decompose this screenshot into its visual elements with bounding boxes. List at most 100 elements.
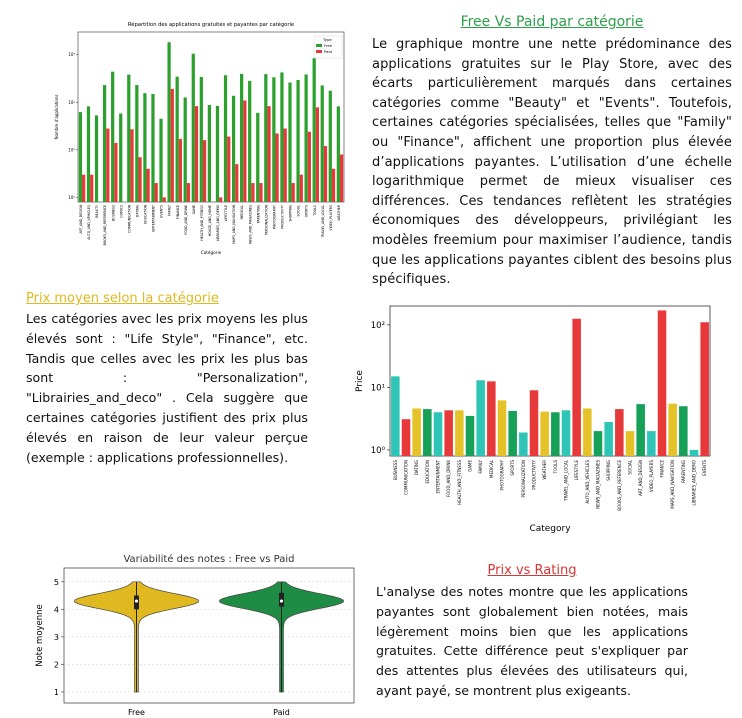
chart1-bar-free — [288, 82, 292, 202]
chart1-bar-paid — [146, 168, 150, 202]
chart2-xtick-label: FINANCE — [660, 460, 665, 478]
chart2-xtick-label: VIDEO_PLAYERS — [649, 460, 654, 493]
chart2-ytick-label: 10⁰ — [371, 446, 386, 456]
section1-paragraph: Le graphique montre une nette prédominan… — [372, 37, 732, 288]
chart1-bar-paid — [154, 183, 158, 202]
chart2-bar — [412, 408, 421, 456]
chart2-xtick-label: LIFESTYLE — [574, 460, 579, 481]
chart1-xtick-label: SPORTS — [305, 205, 309, 217]
chart2-xtick-label: BOOKS_AND_REFERENCE — [617, 460, 622, 511]
chart2-bar — [487, 381, 496, 456]
chart1-bar-free — [127, 74, 131, 202]
chart1-xtick-label: HEALTH_AND_FITNESS — [200, 205, 204, 241]
chart2-bar — [593, 431, 603, 456]
chart1-xtick-label: BOOKS_AND_REFERENCE — [103, 205, 107, 245]
chart1-bar-paid — [90, 174, 94, 202]
chart1-xtick-label: AUTO_AND_VEHICLES — [87, 205, 91, 240]
chart1-bar-free — [102, 85, 107, 202]
chart1-title: Répartition des applications gratuites e… — [128, 21, 294, 28]
chart2-bar — [476, 380, 485, 456]
chart2-xtick-label: PHOTOGRAPHY — [500, 459, 505, 490]
chart1-xtick-label: DATING — [135, 204, 139, 217]
chart1-xtick-label: MAPS_AND_NAVIGATION — [232, 204, 236, 243]
chart1-bar-free — [94, 115, 99, 202]
chart1-bar-paid — [267, 106, 271, 202]
chart1-bar-free — [312, 58, 316, 202]
price-chart: 10⁰ 10¹ 10² Price BUSINESS COMMUNICATION DATIN… — [355, 305, 711, 534]
chart2-bar — [572, 318, 581, 456]
chart2-bar — [700, 322, 709, 456]
chart1-bar-free — [264, 74, 268, 202]
chart1-bar-free — [111, 71, 115, 203]
chart2-bar — [679, 406, 688, 456]
chart1-bar-free — [296, 79, 300, 202]
chart2-xtick-label: MEDICAL — [489, 459, 494, 478]
chart1-xtick-label: SOCIAL — [297, 205, 301, 217]
chart3-ytick-label: 4 — [54, 605, 59, 614]
section3-paragraph: L'analyse des notes montre que les appli… — [376, 584, 688, 698]
chart3-ytick-label: 2 — [54, 660, 59, 669]
chart1-bar-free — [119, 113, 123, 202]
chart3-ytick-label: 1 — [54, 688, 59, 697]
chart1-bar-free — [215, 105, 220, 202]
chart2-xtick-label: TRAVEL_AND_LOCAL — [564, 459, 569, 502]
chart2-xtick-label: BUSINESS — [393, 460, 398, 480]
chart1-xtick-label: LIFESTYLE — [224, 205, 228, 221]
chart1-bar-free — [135, 85, 139, 202]
chart2-bar — [689, 449, 699, 456]
chart1-xtick-label: TRAVEL_AND_LOCAL — [321, 205, 325, 239]
chart2-xtick-label: SPORTS — [510, 460, 515, 476]
chart1-bar-paid — [275, 133, 279, 202]
chart1-bar-paid — [178, 138, 182, 202]
chart1-bar-paid — [202, 140, 207, 202]
chart2-bar — [657, 310, 667, 456]
chart2-bar — [647, 431, 656, 456]
chart1-bar-paid — [307, 131, 311, 202]
chart1-xtick-label: PERSONALIZATION — [264, 204, 268, 234]
chart2-xtick-label: GAME — [468, 460, 473, 472]
chart2-bar — [604, 421, 613, 456]
chart2-xtick-label: COMMUNICATION — [404, 460, 409, 495]
chart1-bar-paid — [235, 164, 239, 202]
chart1-bar-free — [167, 42, 171, 202]
chart1-bar-free — [86, 106, 91, 202]
chart1-bar-paid — [259, 183, 263, 202]
chart1-bar-free — [223, 75, 228, 202]
chart1-legend-swatch — [316, 50, 322, 53]
chart1-xtick-label: MEDICAL — [240, 205, 244, 220]
chart3-xtick-label: Free — [128, 708, 145, 717]
chart2-xtick-label: HEALTH_AND_FITNESS — [457, 460, 462, 505]
chart1-bar-free — [328, 90, 332, 202]
chart1-legend-label: Free — [324, 43, 333, 48]
chart1-bar-paid — [219, 197, 223, 202]
chart2-bar — [551, 412, 560, 456]
chart2-bar — [519, 432, 528, 456]
chart1-bar-paid — [82, 174, 86, 202]
chart1-bar-paid — [186, 183, 191, 202]
chart1-bar-paid — [227, 136, 231, 202]
chart1-xtick-label: WEATHER — [337, 204, 341, 220]
chart1-bar-paid — [194, 106, 199, 202]
chart2-xtick-label: AUTO_AND_VEHICLES — [585, 460, 590, 504]
chart2-xtick-label: MAPS_AND_NAVIGATION — [670, 460, 675, 509]
chart1-ytick-label: 10¹ — [68, 147, 75, 152]
chart1-xtick-label: COMMUNICATION — [127, 204, 131, 232]
chart2-bar — [625, 431, 635, 456]
chart1-bar-free — [207, 104, 211, 202]
chart1-xtick-label: EVENTS — [160, 205, 164, 218]
chart3-title: Variabilité des notes : Free vs Paid — [123, 553, 294, 565]
chart2-bar — [433, 412, 443, 456]
chart1-xtick-label: ENTERTAINMENT — [152, 205, 156, 232]
chart1-xtick-label: GAME — [192, 205, 196, 214]
chart1-bar-free — [320, 85, 324, 202]
chart2-bar — [583, 408, 592, 456]
chart1-xtick-label: PRODUCTIVITY — [281, 205, 285, 229]
chart2-bar — [497, 400, 507, 456]
chart1-ytick-label: 10⁰ — [68, 195, 75, 200]
chart1-xtick-label: PHOTOGRAPHY — [272, 205, 276, 229]
chart1-bar-free — [175, 76, 179, 202]
chart1-legend-title: Type — [322, 37, 332, 42]
chart2-bar — [636, 404, 645, 456]
chart2-xtick-label: EVENTS — [702, 460, 707, 476]
chart1-bar-free — [240, 73, 244, 202]
